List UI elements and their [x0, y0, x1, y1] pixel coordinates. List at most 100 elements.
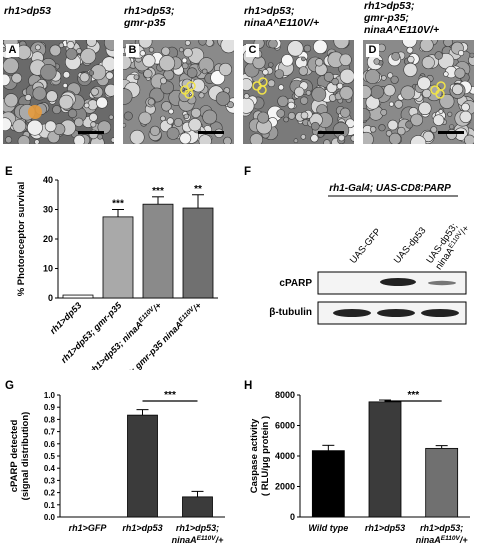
panel-c-title: rh1>dp53; ninaA^E110V/+	[244, 5, 319, 29]
cell	[268, 62, 274, 68]
y-tick-label: 0.0	[44, 513, 56, 522]
y-tick-label: 1.0	[44, 391, 56, 400]
micrograph-d-image	[363, 40, 474, 144]
cell	[323, 139, 331, 144]
y-tick-label: 10	[43, 264, 53, 274]
cell	[90, 87, 99, 96]
cell	[198, 134, 212, 144]
x-tick-label: rh1>dp53; ninaAE110V/+	[87, 300, 164, 370]
panel-d-title-line1: rh1>dp53;	[364, 0, 415, 12]
y-tick-label: 6000	[275, 421, 295, 431]
cell	[281, 54, 294, 67]
bar	[368, 401, 402, 518]
panel-b-title-line2: gmr-p35	[124, 17, 166, 29]
cell	[407, 55, 415, 64]
cell	[191, 78, 205, 93]
cell	[363, 108, 371, 122]
y-tick-label: 0.7	[44, 428, 56, 437]
cell	[249, 133, 263, 144]
cell	[104, 40, 114, 51]
panel-d-title-line3: ninaA^E110V/+	[364, 24, 440, 36]
y-axis-label: % Photoreceptor survival	[16, 182, 27, 297]
cell	[173, 118, 183, 128]
significance-label: ***	[407, 390, 419, 401]
y-axis-label: cPARP detected(signal distribution)	[9, 412, 31, 501]
cell	[421, 56, 435, 70]
cell	[139, 50, 146, 57]
cell	[439, 93, 455, 109]
cell	[3, 117, 12, 131]
bar	[62, 294, 94, 299]
panel-b-title-line1: rh1>dp53;	[124, 5, 175, 17]
cell	[373, 58, 380, 65]
cell	[220, 40, 234, 54]
cell	[451, 83, 464, 96]
cell	[96, 96, 108, 109]
micrograph-c-image	[243, 40, 354, 144]
cell	[338, 134, 345, 142]
cell	[179, 132, 192, 144]
cell	[268, 40, 278, 49]
cell	[406, 46, 414, 54]
cell	[76, 48, 82, 54]
bar	[425, 447, 459, 518]
y-tick-label: 0.3	[44, 476, 56, 485]
cell	[66, 40, 75, 50]
cell	[287, 40, 304, 57]
micrograph-b-image	[123, 40, 234, 144]
cell	[11, 72, 22, 84]
cell	[339, 68, 354, 84]
cell	[110, 137, 114, 143]
y-tick-label: 30	[43, 205, 53, 215]
cell	[301, 56, 306, 62]
cell	[159, 55, 176, 72]
cell	[4, 93, 19, 108]
cell	[276, 109, 286, 118]
cell	[387, 119, 399, 131]
cell	[458, 50, 465, 57]
cell	[104, 83, 114, 97]
cell	[380, 75, 387, 81]
cell	[74, 117, 84, 128]
cell	[123, 88, 133, 105]
cell	[363, 131, 374, 144]
cell	[123, 54, 132, 70]
lane-label-2: UAS-dp53	[392, 225, 429, 266]
band-cparp-ninaa	[428, 280, 456, 286]
cell	[443, 71, 449, 77]
cell	[303, 44, 312, 53]
cell	[223, 136, 232, 144]
cell	[202, 109, 218, 125]
lane-label-1: UAS-GFP	[348, 227, 384, 266]
cell	[417, 76, 431, 91]
row-label-cparp: cPARP	[279, 278, 312, 289]
y-tick-label: 0.8	[44, 415, 56, 424]
micrograph-a-image	[3, 40, 114, 144]
cell	[65, 47, 78, 60]
cell	[294, 86, 305, 97]
y-tick-label: 8000	[275, 390, 295, 400]
cell	[183, 113, 190, 120]
cell	[3, 46, 7, 52]
cell	[3, 57, 19, 74]
cell	[293, 138, 299, 143]
y-tick-label: 0.1	[44, 501, 56, 510]
scale-bar	[78, 131, 104, 134]
cell	[32, 86, 47, 101]
cell	[129, 129, 145, 144]
cell	[62, 71, 71, 79]
cell	[287, 101, 295, 110]
cell	[123, 111, 133, 121]
scale-bar	[318, 131, 344, 134]
significance-label: **	[194, 184, 202, 195]
cell	[161, 46, 171, 56]
cell	[369, 126, 377, 133]
bar	[127, 414, 158, 518]
cell	[339, 53, 352, 66]
cell	[394, 100, 404, 109]
cell	[459, 110, 472, 123]
band-cparp-dp53	[380, 278, 416, 286]
cell	[422, 88, 432, 99]
cell	[34, 139, 40, 144]
cell	[350, 135, 354, 142]
